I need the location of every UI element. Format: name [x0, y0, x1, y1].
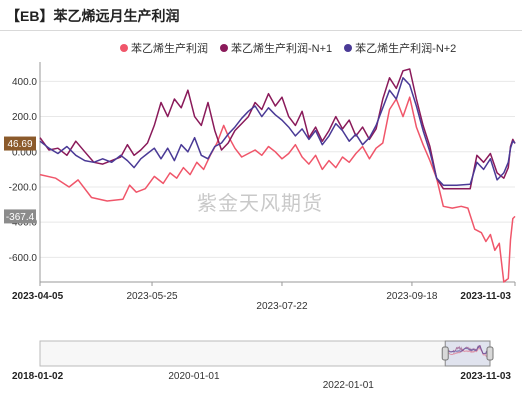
legend-swatch-series-1 [220, 44, 228, 52]
watermark-text: 紫金天风期货 [197, 192, 323, 215]
y-tick-label: 400.0 [12, 77, 37, 88]
x-tick-label: 2023-05-25 [126, 291, 178, 302]
navigator-selection[interactable] [444, 340, 491, 367]
value-tag-label: 46.69 [7, 139, 32, 150]
navigator-tick-label: 2020-01-01 [168, 371, 220, 382]
navigator-handle-left[interactable] [441, 346, 449, 361]
value-tag-box [4, 136, 36, 151]
y-tick-label: 200.0 [12, 112, 37, 123]
series-line-2 [39, 77, 516, 186]
legend-label-series-1: 苯乙烯生产利润-N+1 [231, 43, 333, 55]
series-layer [39, 68, 516, 283]
range-navigator[interactable]: 2018-01-02 2020-01-01 2022-01-01 2023-11-03 [12, 340, 511, 391]
y-tick-label: -200.0 [9, 182, 38, 193]
navigator-tick-label: 2022-01-01 [323, 380, 375, 391]
chart-title: 【EB】苯乙烯远月生产利润 [6, 8, 180, 24]
series-line-0 [39, 96, 516, 283]
navigator-frame [39, 340, 491, 367]
navigator-series-0 [445, 346, 491, 361]
navigator-tick-label: 2023-11-03 [460, 371, 511, 382]
navigator-tick-label: 2018-01-02 [12, 371, 64, 382]
legend-item-series-0[interactable]: 苯乙烯生产利润 [120, 40, 208, 56]
x-tick-label: 2023-04-05 [12, 291, 64, 302]
chart-legend: 苯乙烯生产利润 苯乙烯生产利润-N+1 苯乙烯生产利润-N+2 [120, 40, 456, 56]
navigator-series-2 [444, 345, 491, 354]
x-axis: 2023-04-05 2023-05-25 2023-07-22 2023-09-18… [12, 282, 516, 312]
x-tick-label: 2023-11-03 [460, 291, 511, 302]
value-tag-label: -367.4 [6, 212, 35, 223]
value-tags: 46.69 -367.4 [4, 136, 36, 224]
navigator-handle-right[interactable] [486, 346, 494, 361]
y-tick-label: -600.0 [9, 253, 38, 264]
legend-label-series-0: 苯乙烯生产利润 [131, 43, 208, 55]
series-line-1 [39, 68, 516, 190]
grid-layer [39, 62, 515, 283]
y-tick-label: 0.000 [12, 147, 37, 158]
x-tick-label: 2023-09-18 [386, 291, 438, 302]
legend-swatch-series-0 [120, 44, 128, 52]
legend-swatch-series-2 [344, 44, 353, 52]
legend-item-series-2[interactable]: 苯乙烯生产利润-N+2 [344, 40, 456, 56]
legend-label-series-2: 苯乙烯生产利润-N+2 [355, 43, 457, 55]
x-tick-label: 2023-07-22 [256, 301, 308, 312]
legend-item-series-1[interactable]: 苯乙烯生产利润-N+1 [220, 40, 332, 56]
title-divider [0, 30, 522, 31]
value-tag-box [4, 209, 36, 224]
